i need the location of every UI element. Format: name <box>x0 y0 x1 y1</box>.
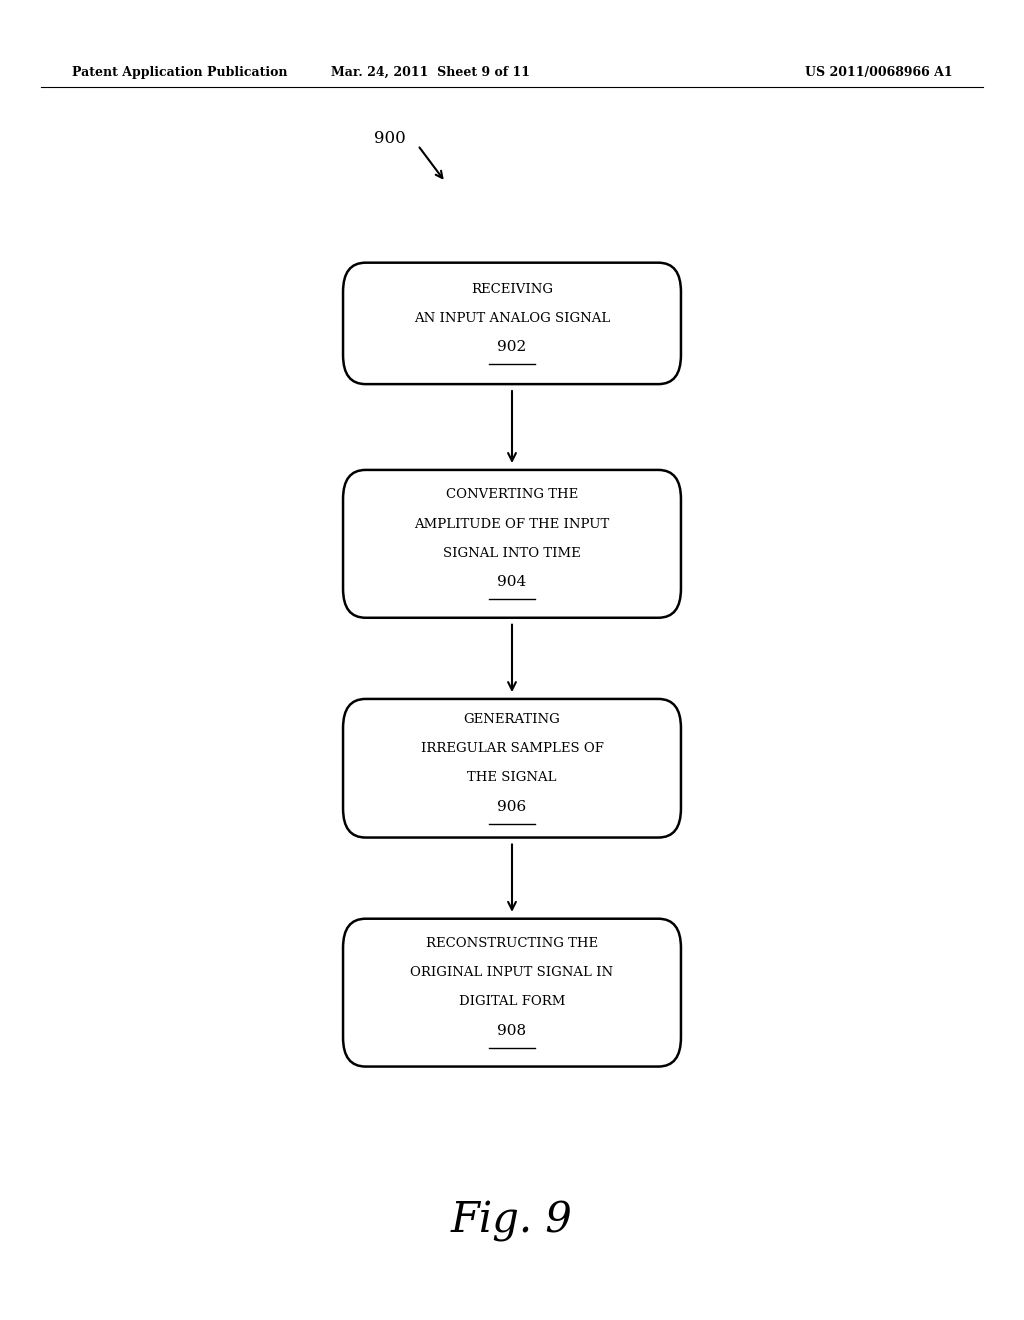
Text: RECONSTRUCTING THE: RECONSTRUCTING THE <box>426 937 598 950</box>
Text: Mar. 24, 2011  Sheet 9 of 11: Mar. 24, 2011 Sheet 9 of 11 <box>331 66 529 79</box>
FancyBboxPatch shape <box>343 263 681 384</box>
Text: AN INPUT ANALOG SIGNAL: AN INPUT ANALOG SIGNAL <box>414 312 610 325</box>
Text: Fig. 9: Fig. 9 <box>451 1200 573 1242</box>
Text: DIGITAL FORM: DIGITAL FORM <box>459 995 565 1008</box>
Text: AMPLITUDE OF THE INPUT: AMPLITUDE OF THE INPUT <box>415 517 609 531</box>
Text: 908: 908 <box>498 1024 526 1038</box>
Text: 904: 904 <box>498 576 526 589</box>
Text: 900: 900 <box>374 131 406 147</box>
Text: RECEIVING: RECEIVING <box>471 282 553 296</box>
FancyBboxPatch shape <box>343 470 681 618</box>
Text: THE SIGNAL: THE SIGNAL <box>467 771 557 784</box>
Text: GENERATING: GENERATING <box>464 713 560 726</box>
Text: Patent Application Publication: Patent Application Publication <box>72 66 287 79</box>
Text: IRREGULAR SAMPLES OF: IRREGULAR SAMPLES OF <box>421 742 603 755</box>
Text: CONVERTING THE: CONVERTING THE <box>445 488 579 502</box>
Text: 906: 906 <box>498 800 526 813</box>
FancyBboxPatch shape <box>343 700 681 838</box>
FancyBboxPatch shape <box>343 919 681 1067</box>
Text: ORIGINAL INPUT SIGNAL IN: ORIGINAL INPUT SIGNAL IN <box>411 966 613 979</box>
Text: SIGNAL INTO TIME: SIGNAL INTO TIME <box>443 546 581 560</box>
Text: 902: 902 <box>498 341 526 354</box>
Text: US 2011/0068966 A1: US 2011/0068966 A1 <box>805 66 952 79</box>
